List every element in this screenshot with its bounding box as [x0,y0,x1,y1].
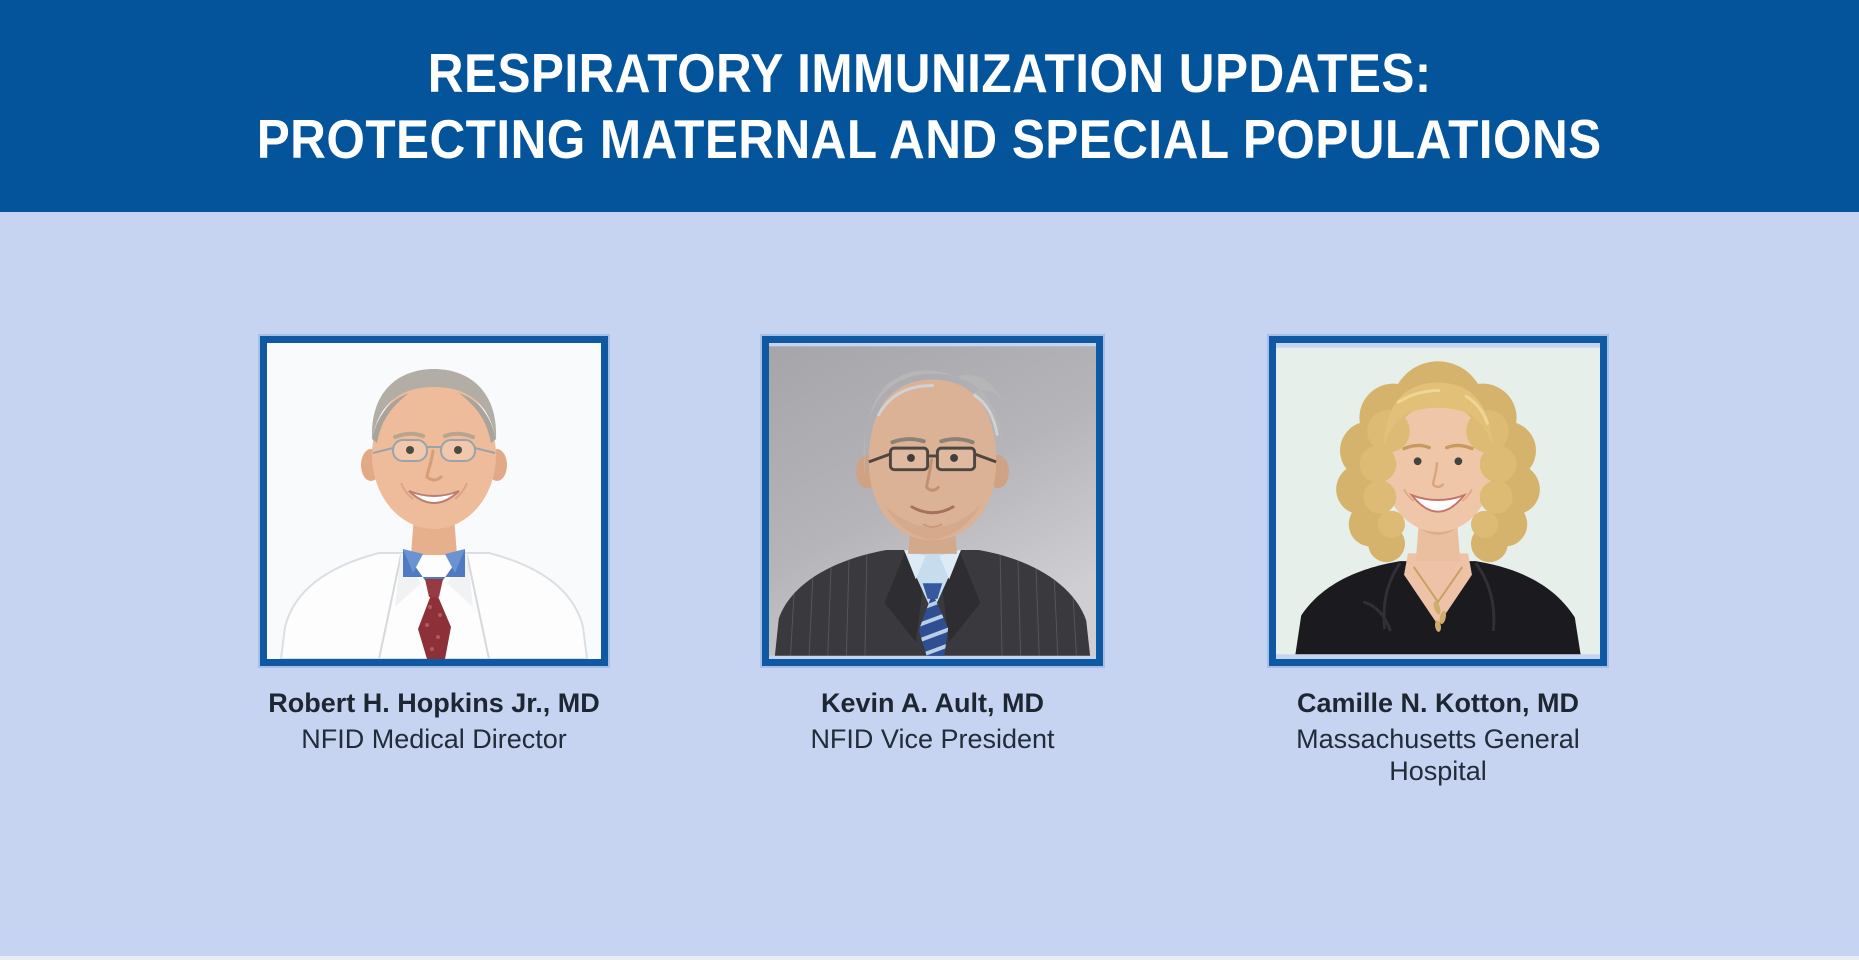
page-title-line1: RESPIRATORY IMMUNIZATION UPDATES: [427,42,1432,104]
kotton-face [1359,382,1517,538]
speaker-name: Kevin A. Ault, MD [820,688,1044,718]
speaker-affiliation: NFID Vice President [810,724,1055,754]
portrait-hopkins-illustration [267,343,601,659]
speaker-name: Camille N. Kotton, MD [1297,688,1579,718]
page-title-line2: PROTECTING MATERNAL AND SPECIAL POPULATI… [257,108,1602,170]
speaker-card-ault: Kevin A. Ault, MD NFID Vice President [762,336,1103,755]
portrait-ault-illustration [769,346,1096,656]
speaker-card-kotton: Camille N. Kotton, MD Massachusetts Gene… [1269,336,1607,787]
speaker-affiliation: NFID Medical Director [301,724,567,754]
portrait-kotton-illustration [1276,347,1600,655]
speaker-photo-kotton [1269,336,1607,666]
speaker-affiliation: Massachusetts General Hospital [1296,724,1580,786]
bottom-edge-strip [0,956,1859,960]
header-banner: RESPIRATORY IMMUNIZATION UPDATES: PROTEC… [0,0,1859,212]
ault-clothing [774,506,1091,656]
speaker-card-hopkins: Robert H. Hopkins Jr., MD NFID Medical D… [260,336,608,755]
speaker-photo-hopkins [260,336,608,666]
speaker-name: Robert H. Hopkins Jr., MD [268,688,600,718]
speaker-photo-ault [762,336,1103,666]
hopkins-face [361,369,507,529]
ault-face [856,370,1009,541]
